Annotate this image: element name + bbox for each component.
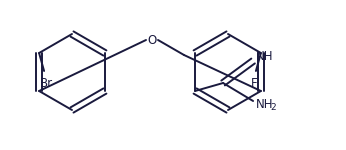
Text: 2: 2 — [270, 102, 276, 111]
Text: O: O — [147, 33, 157, 46]
Text: F: F — [251, 77, 257, 90]
Text: NH: NH — [256, 51, 274, 63]
Text: Br: Br — [39, 77, 53, 90]
Text: NH: NH — [256, 99, 274, 111]
